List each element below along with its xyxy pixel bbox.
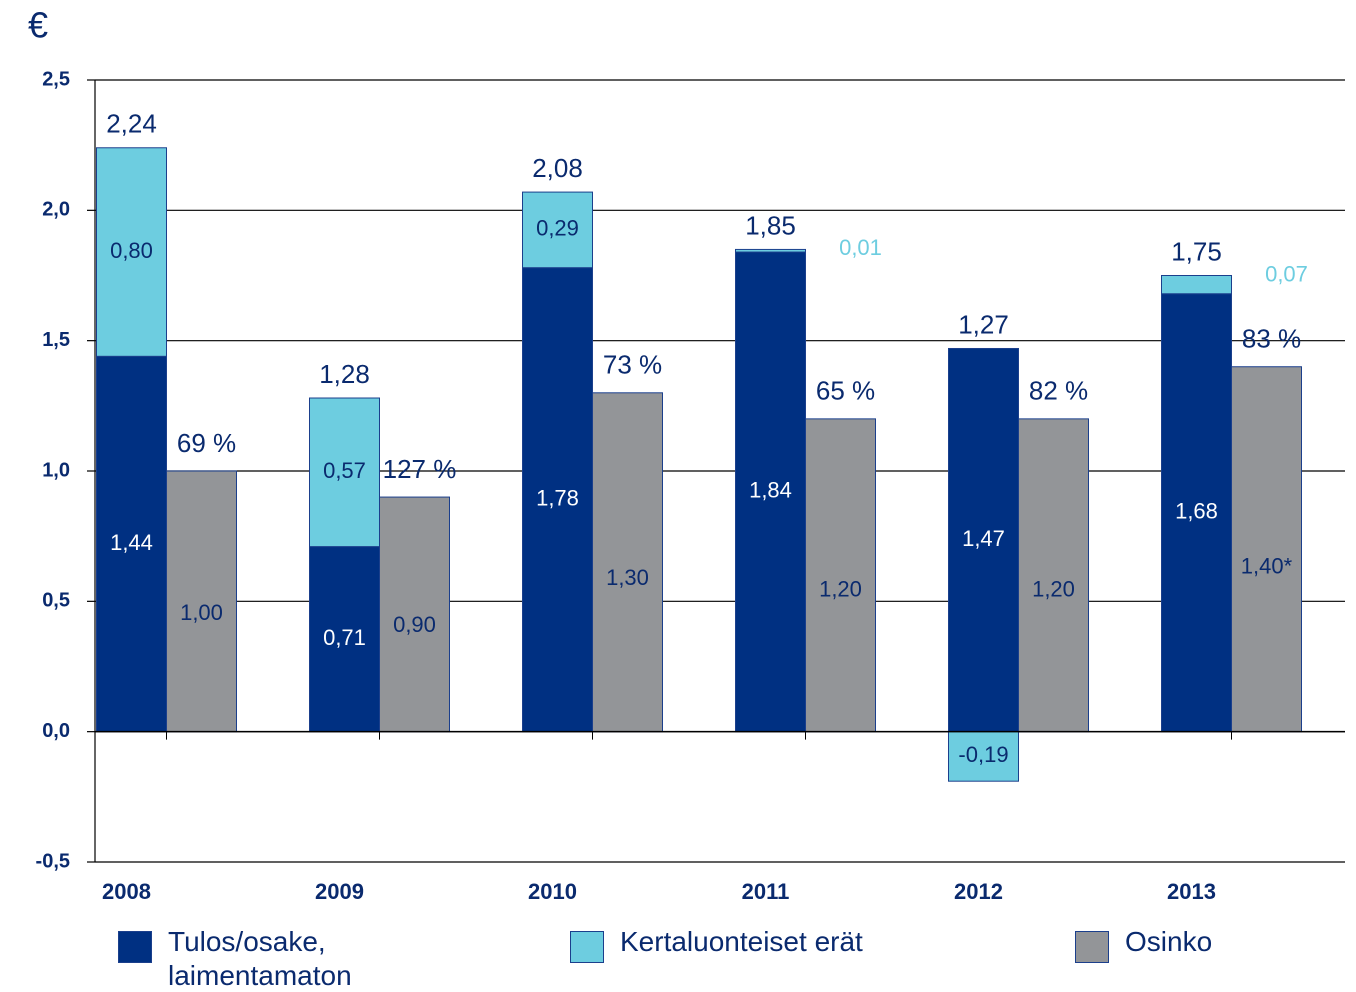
value-label: 1,30 bbox=[606, 565, 649, 590]
bar bbox=[948, 347, 1019, 733]
bar bbox=[96, 147, 167, 357]
payout-label: 127 % bbox=[383, 454, 457, 484]
total-label: 1,75 bbox=[1171, 236, 1222, 266]
value-label: 1,44 bbox=[110, 530, 153, 555]
value-label: 0,90 bbox=[393, 612, 436, 637]
y-tick-label: 1,5 bbox=[42, 329, 70, 351]
bar bbox=[735, 248, 806, 253]
value-label: 0,07 bbox=[1265, 261, 1308, 286]
bar bbox=[735, 251, 806, 733]
legend-swatch bbox=[1075, 931, 1109, 963]
total-label: 1,28 bbox=[319, 359, 370, 389]
legend-item: Osinko bbox=[1075, 925, 1325, 963]
payout-label: 73 % bbox=[603, 350, 662, 380]
bar bbox=[309, 546, 380, 733]
value-label: 1,20 bbox=[1032, 577, 1075, 602]
x-tick-label: 2011 bbox=[742, 879, 790, 904]
y-tick-label: 0,5 bbox=[42, 590, 70, 612]
legend-label: Osinko bbox=[1125, 926, 1213, 957]
value-label: 0,29 bbox=[536, 216, 579, 241]
payout-label: 82 % bbox=[1029, 376, 1088, 406]
value-label: 1,47 bbox=[962, 526, 1005, 551]
bar bbox=[1161, 275, 1232, 295]
value-label: 1,78 bbox=[536, 485, 579, 510]
value-label: 1,84 bbox=[749, 478, 792, 503]
bar bbox=[1161, 293, 1232, 733]
bar bbox=[379, 496, 450, 733]
value-label: 0,01 bbox=[839, 235, 882, 260]
payout-label: 65 % bbox=[816, 376, 875, 406]
value-label: 1,00 bbox=[180, 600, 223, 625]
legend-label: Tulos/osake, laimentamaton bbox=[168, 926, 352, 991]
value-label: 0,80 bbox=[110, 238, 153, 263]
total-label: 2,24 bbox=[106, 109, 157, 139]
y-tick-label: 2,5 bbox=[42, 68, 70, 90]
bar bbox=[592, 392, 663, 733]
legend-swatch bbox=[570, 931, 604, 963]
y-tick-label: -0,5 bbox=[36, 850, 70, 872]
total-label: 2,08 bbox=[532, 153, 583, 183]
bar bbox=[96, 355, 167, 733]
legend-label: Kertaluonteiset erät bbox=[620, 926, 863, 957]
legend-item: Tulos/osake, laimentamaton bbox=[118, 925, 378, 992]
payout-label: 83 % bbox=[1242, 324, 1301, 354]
total-label: 1,85 bbox=[745, 210, 796, 240]
value-label: 1,40* bbox=[1241, 553, 1293, 578]
value-label: 0,71 bbox=[323, 625, 366, 650]
value-label: 0,57 bbox=[323, 458, 366, 483]
x-tick-label: 2010 bbox=[528, 879, 577, 904]
bar bbox=[1231, 366, 1302, 733]
bar bbox=[805, 418, 876, 733]
x-tick-label: 2008 bbox=[102, 879, 151, 904]
x-tick-label: 2009 bbox=[315, 879, 364, 904]
value-label: -0,19 bbox=[958, 742, 1008, 767]
total-label: 1,27 bbox=[958, 309, 1009, 339]
value-label: 1,68 bbox=[1175, 499, 1218, 524]
legend-swatch bbox=[118, 931, 152, 963]
y-tick-label: 1,0 bbox=[42, 459, 70, 481]
bar bbox=[948, 731, 1019, 782]
y-axis-label: € bbox=[28, 5, 48, 46]
x-tick-label: 2013 bbox=[1167, 879, 1216, 904]
bar bbox=[309, 397, 380, 548]
legend-item: Kertaluonteiset erät bbox=[570, 925, 970, 963]
bar bbox=[1018, 418, 1089, 733]
bar bbox=[522, 191, 593, 269]
y-tick-label: 0,0 bbox=[42, 720, 70, 742]
payout-label: 69 % bbox=[177, 428, 236, 458]
bar bbox=[522, 267, 593, 733]
y-tick-label: 2,0 bbox=[42, 199, 70, 221]
value-label: 1,20 bbox=[819, 577, 862, 602]
x-tick-label: 2012 bbox=[954, 879, 1003, 904]
